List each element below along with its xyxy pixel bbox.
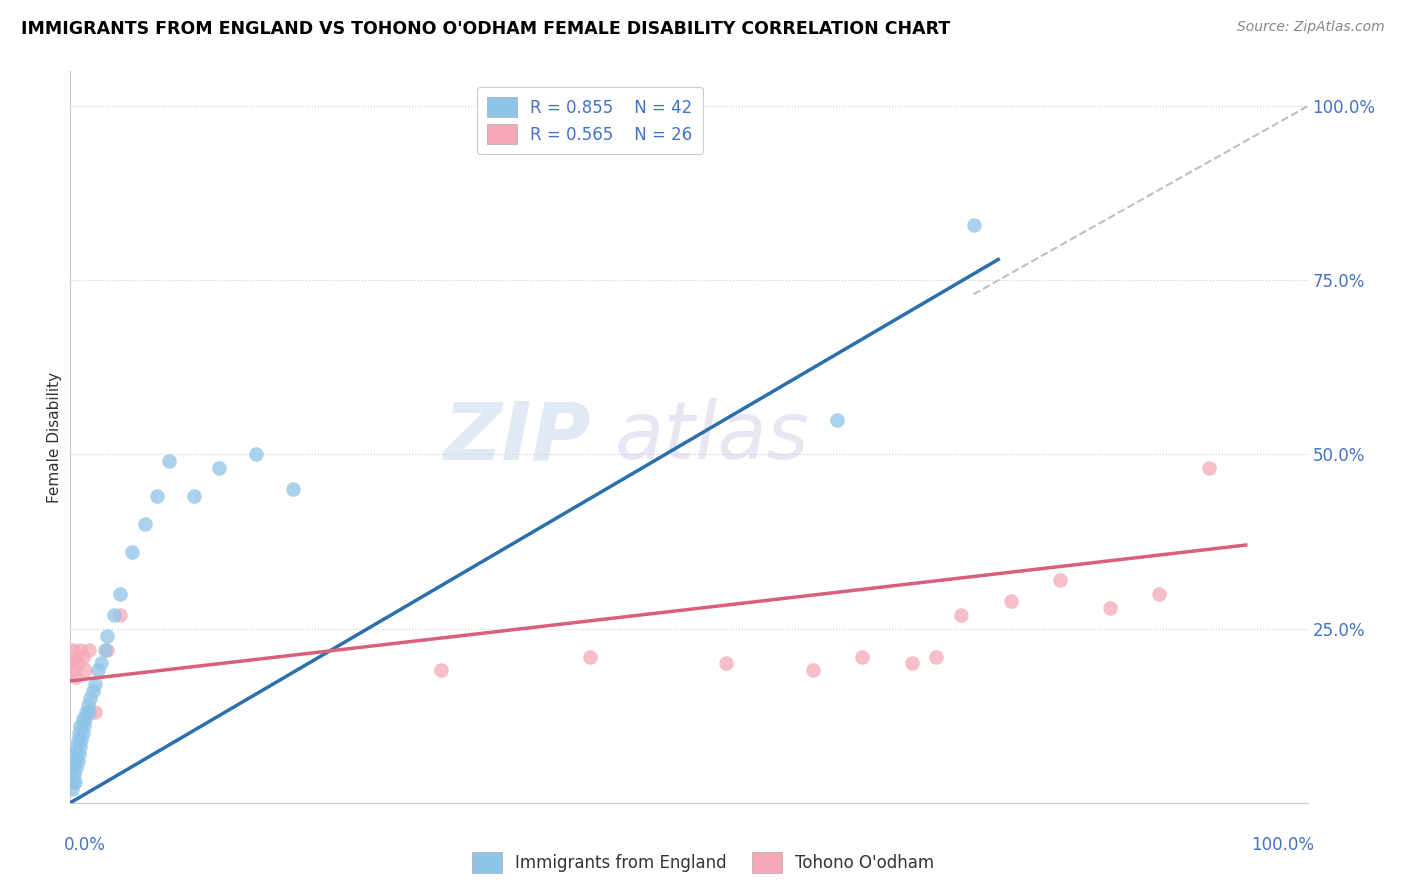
Point [121,545,143,559]
Point [69,642,91,657]
Point [63,664,86,678]
Point [62,761,84,775]
Point [827,412,849,426]
Point [67,747,90,761]
Point [70,733,93,747]
Point [281,483,304,497]
Point [183,489,205,503]
Point [75,712,97,726]
Point [73,719,96,733]
Point [146,489,169,503]
Point [65,670,87,684]
Text: atlas: atlas [614,398,810,476]
Point [94,642,117,657]
Point [60,657,83,671]
Point [62,642,84,657]
Point [108,587,131,601]
Point [75,705,97,719]
Point [157,454,180,468]
Point [1049,573,1071,587]
Point [1198,461,1220,475]
Point [66,733,89,747]
Point [65,649,87,664]
Legend: R = 0.855    N = 42, R = 0.565    N = 26: R = 0.855 N = 42, R = 0.565 N = 26 [477,87,703,154]
Point [66,657,89,671]
Point [96,629,118,643]
Point [82,684,104,698]
Point [950,607,973,622]
Point [63,754,86,768]
Point [75,664,97,678]
Y-axis label: Female Disability: Female Disability [46,371,62,503]
Point [84,705,107,719]
Point [245,448,267,462]
Point [208,461,231,475]
Point [63,768,86,782]
Point [65,747,87,761]
Text: ZIP: ZIP [443,398,591,476]
Point [66,754,89,768]
Point [925,649,948,664]
Point [76,698,98,713]
Point [108,607,131,622]
Point [60,781,83,796]
Point [134,517,156,532]
Legend: Immigrants from England, Tohono O'odham: Immigrants from England, Tohono O'odham [465,846,941,880]
Point [579,649,602,664]
Point [72,649,94,664]
Text: Source: ZipAtlas.com: Source: ZipAtlas.com [1237,20,1385,34]
Point [1000,594,1022,608]
Text: 0.0%: 0.0% [65,836,105,854]
Point [77,642,100,657]
Point [65,740,87,755]
Point [65,775,87,789]
Point [900,657,922,671]
Point [430,664,453,678]
Point [69,719,91,733]
Point [65,761,87,775]
Point [714,657,737,671]
Point [1147,587,1170,601]
Text: 100.0%: 100.0% [1251,836,1313,854]
Point [1098,600,1121,615]
Point [72,726,94,740]
Point [90,657,112,671]
Point [79,691,101,706]
Text: IMMIGRANTS FROM ENGLAND VS TOHONO O'ODHAM FEMALE DISABILITY CORRELATION CHART: IMMIGRANTS FROM ENGLAND VS TOHONO O'ODHA… [21,20,950,37]
Point [103,607,125,622]
Point [84,677,107,691]
Point [962,218,984,232]
Point [851,649,873,664]
Point [72,712,94,726]
Point [801,664,824,678]
Point [67,726,90,740]
Point [77,705,100,719]
Point [96,642,118,657]
Point [69,740,91,755]
Point [62,775,84,789]
Point [86,664,108,678]
